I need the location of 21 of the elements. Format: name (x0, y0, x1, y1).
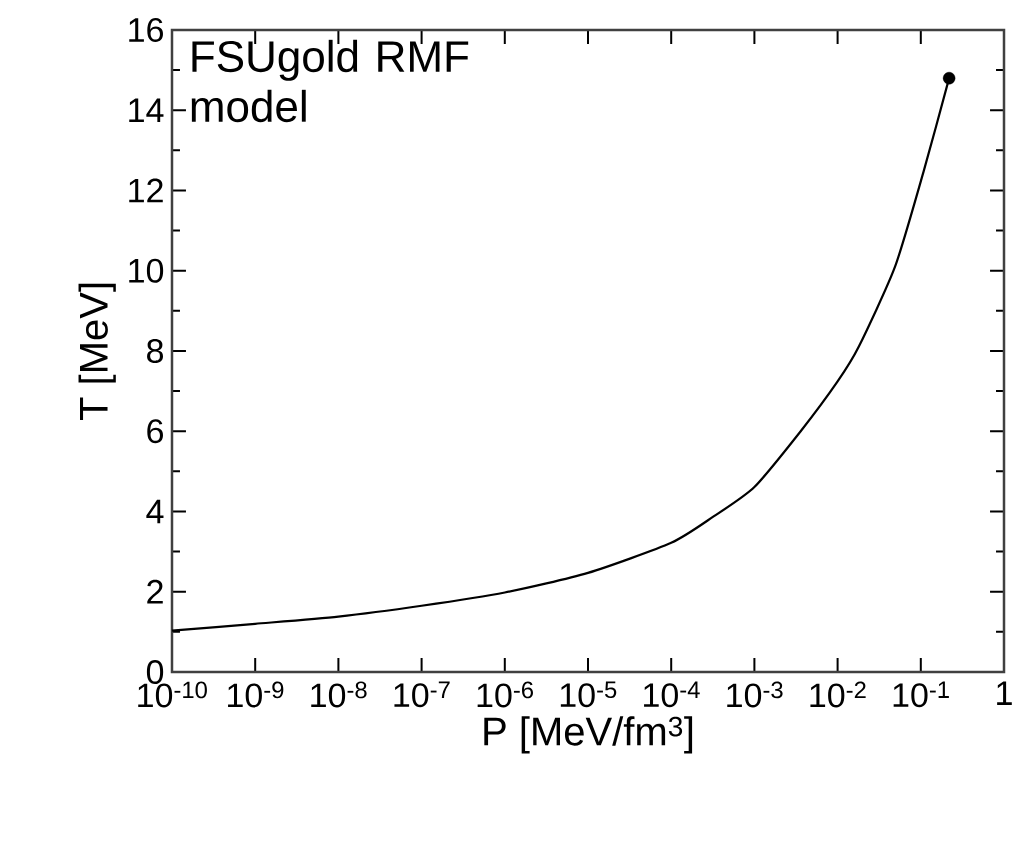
x-tick-label: 10$^{-4}$ (644, 681, 700, 708)
x-tick-label: 10$^{-9}$ (228, 681, 284, 708)
x-tick-label: 10$^{-7}$ (394, 681, 450, 708)
y-axis-title: T [MeV] (78, 283, 116, 421)
y-tick-label: 14 (129, 98, 164, 122)
y-tick-label: 16 (129, 17, 163, 43)
x-tick-label: 10$^{-1}$ (893, 681, 949, 708)
x-axis-title: P [MeV/fm$^{3}$] (484, 716, 693, 754)
x-tick-label: 10$^{-8}$ (311, 681, 367, 708)
y-tick-label: 8 (147, 338, 164, 364)
y-tick-label: 4 (146, 499, 164, 524)
x-tick-label: 10$^{-6}$ (477, 681, 533, 708)
y-tick-label: 12 (129, 178, 163, 203)
y-tick-label: 6 (147, 419, 163, 444)
x-tick-label: 1 (997, 681, 1012, 705)
annotation: FSUgold RMF model (191, 39, 469, 123)
y-tick-label: 2 (147, 579, 163, 604)
x-tick-label: 10$^{-2}$ (810, 681, 866, 708)
x-tick-label: 10$^{-5}$ (560, 681, 617, 708)
y-tick-label: 10 (129, 258, 164, 283)
x-tick-label: 10$^{-3}$ (727, 681, 783, 708)
